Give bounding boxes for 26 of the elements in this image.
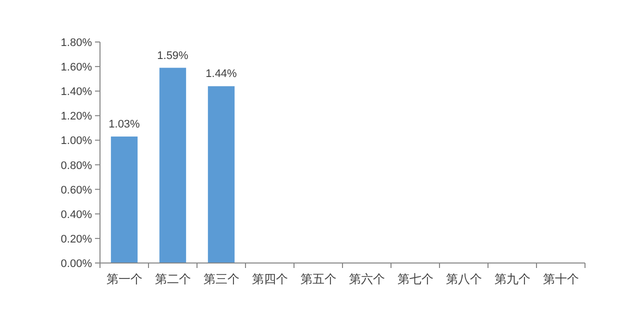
y-tick-label: 1.60%: [60, 62, 92, 74]
data-label: 1.59%: [157, 50, 189, 62]
x-tick-label: 第二个: [154, 272, 191, 286]
x-tick-label: 第十个: [542, 272, 579, 286]
x-tick-label: 第三个: [203, 272, 240, 286]
y-tick-label: 1.80%: [60, 37, 92, 49]
y-tick-label: 0.20%: [60, 233, 92, 246]
bar: [110, 136, 138, 263]
y-tick-label: 0.00%: [60, 258, 92, 270]
y-tick-label: 1.40%: [60, 86, 92, 98]
y-tick-label: 1.00%: [60, 135, 92, 148]
y-tick-label: 0.40%: [60, 208, 92, 221]
x-tick-label: 第九个: [494, 272, 530, 286]
x-tick-label: 第七个: [397, 272, 434, 286]
bar: [208, 86, 235, 263]
bar: [159, 68, 186, 263]
y-tick-label: 0.60%: [60, 184, 92, 196]
x-tick-label: 第八个: [446, 272, 482, 286]
x-tick-label: 第一个: [106, 272, 142, 286]
y-tick-label: 0.80%: [60, 160, 92, 172]
x-tick-label: 第五个: [300, 272, 336, 286]
data-label: 1.03%: [108, 118, 140, 131]
x-tick-label: 第六个: [348, 272, 385, 286]
data-label: 1.44%: [206, 68, 238, 80]
y-tick-label: 1.20%: [60, 110, 92, 123]
x-tick-label: 第四个: [252, 272, 288, 286]
